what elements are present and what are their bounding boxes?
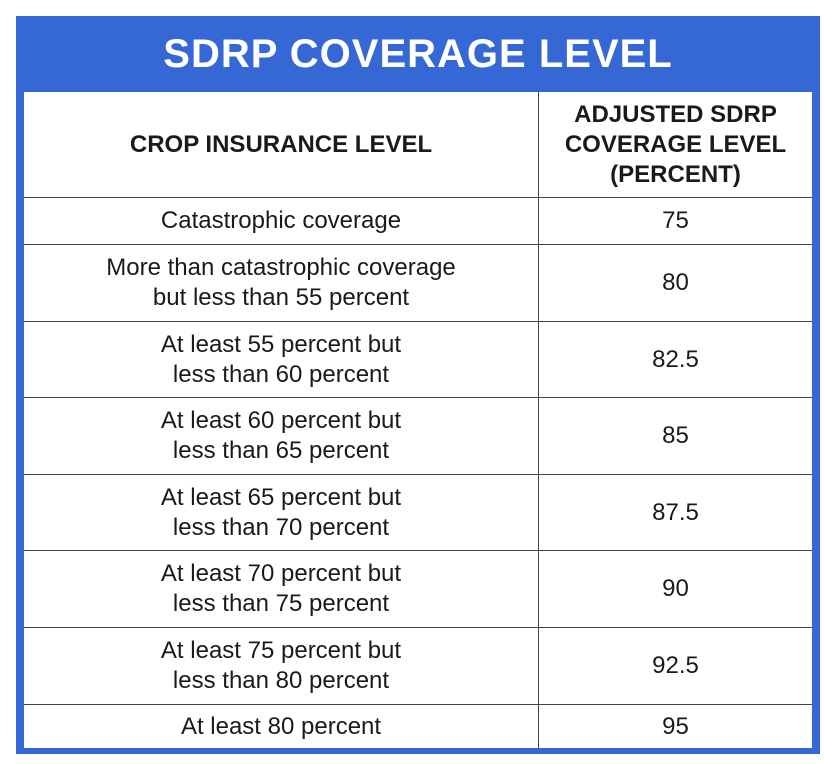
table-row: At least 80 percent 95 — [24, 705, 812, 748]
level-line: less than 70 percent — [172, 513, 390, 541]
level-line: less than 60 percent — [172, 360, 390, 388]
level-line: At least 65 percent but — [160, 483, 402, 511]
level-line: At least 75 percent but — [160, 637, 402, 664]
table-row: At least 55 percent but less than 60 per… — [24, 322, 812, 398]
table-row: More than catastrophic coverage but less… — [24, 245, 812, 322]
level-line: less than 75 percent — [172, 590, 390, 617]
crop-insurance-level-cell: At least 75 percent but less than 80 per… — [24, 628, 539, 704]
adjusted-coverage-cell: 82.5 — [652, 345, 699, 373]
table-row: At least 65 percent but less than 70 per… — [24, 475, 812, 551]
table-row: At least 75 percent but less than 80 per… — [24, 628, 812, 705]
crop-insurance-level-cell: At least 55 percent but less than 60 per… — [24, 322, 539, 397]
level-line: More than catastrophic coverage — [106, 254, 456, 281]
coverage-table: CROP INSURANCE LEVEL ADJUSTED SDRP COVER… — [24, 92, 812, 748]
adjusted-coverage-cell: 85 — [662, 422, 689, 449]
crop-insurance-level-cell: More than catastrophic coverage but less… — [24, 245, 539, 321]
adjusted-coverage-cell: 75 — [662, 207, 689, 234]
table-row: At least 70 percent but less than 75 per… — [24, 551, 812, 628]
level-line: At least 55 percent but — [160, 330, 402, 358]
level-line: less than 65 percent — [172, 437, 390, 464]
level-line: but less than 55 percent — [152, 284, 410, 311]
crop-insurance-level-cell: At least 65 percent but less than 70 per… — [24, 475, 539, 550]
adjusted-coverage-cell: 90 — [662, 575, 689, 602]
header-row: CROP INSURANCE LEVEL ADJUSTED SDRP COVER… — [24, 92, 812, 198]
level-line: less than 80 percent — [172, 667, 390, 694]
crop-insurance-level-cell: Catastrophic coverage — [24, 198, 539, 244]
header-adjusted-line: COVERAGE LEVEL — [564, 130, 787, 158]
adjusted-coverage-cell: 87.5 — [652, 498, 699, 526]
crop-insurance-level-cell: At least 60 percent but less than 65 per… — [24, 398, 539, 474]
header-crop-insurance-level: CROP INSURANCE LEVEL — [24, 92, 539, 197]
header-adjusted-line: (PERCENT) — [610, 160, 741, 188]
crop-insurance-level-cell: At least 70 percent but less than 75 per… — [24, 551, 539, 627]
level-line: At least 60 percent but — [160, 407, 402, 434]
table-title: SDRP COVERAGE LEVEL — [163, 31, 673, 76]
table-row: At least 60 percent but less than 65 per… — [24, 398, 812, 475]
header-adjusted-sdrp: ADJUSTED SDRP COVERAGE LEVEL (PERCENT) — [539, 92, 812, 197]
table-row: Catastrophic coverage 75 — [24, 198, 812, 245]
adjusted-coverage-cell: 95 — [662, 712, 689, 740]
level-line: Catastrophic coverage — [160, 207, 402, 234]
crop-insurance-level-cell: At least 80 percent — [24, 705, 539, 748]
level-line: At least 80 percent — [180, 712, 382, 740]
header-adjusted-line: ADJUSTED SDRP — [574, 100, 777, 128]
adjusted-coverage-cell: 80 — [662, 269, 689, 296]
level-line: At least 70 percent but — [160, 560, 402, 587]
table-frame: SDRP COVERAGE LEVEL CROP INSURANCE LEVEL… — [16, 16, 820, 754]
adjusted-coverage-cell: 92.5 — [652, 652, 699, 679]
